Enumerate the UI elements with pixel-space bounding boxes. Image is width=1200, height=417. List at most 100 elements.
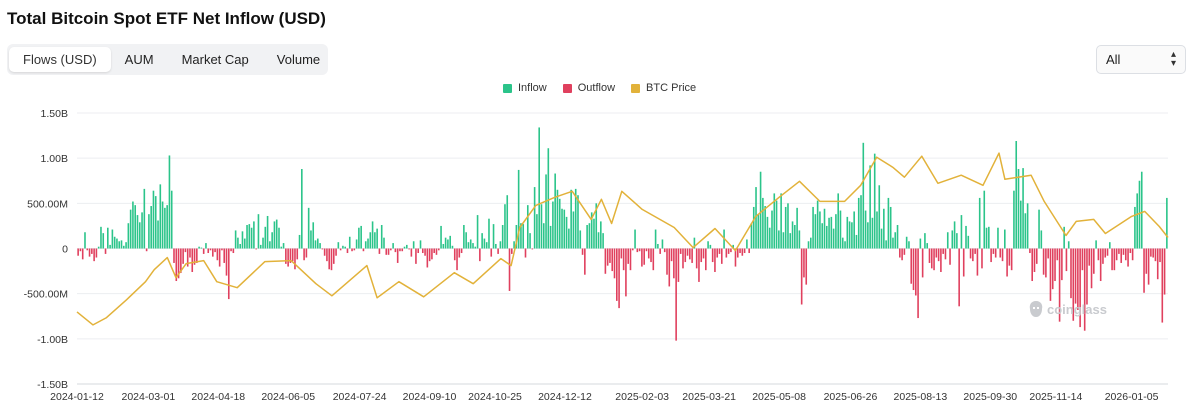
outflow-bar[interactable] bbox=[727, 248, 730, 254]
inflow-bar[interactable] bbox=[1140, 171, 1143, 249]
inflow-bar[interactable] bbox=[771, 210, 773, 249]
outflow-bar[interactable] bbox=[645, 248, 648, 252]
inflow-bar[interactable] bbox=[766, 216, 769, 249]
inflow-bar[interactable] bbox=[1038, 209, 1040, 249]
outflow-bar[interactable] bbox=[636, 248, 639, 253]
inflow-bar[interactable] bbox=[259, 244, 262, 249]
outflow-bar[interactable] bbox=[305, 248, 308, 258]
outflow-bar[interactable] bbox=[508, 248, 511, 291]
inflow-bar[interactable] bbox=[488, 218, 490, 249]
inflow-bar[interactable] bbox=[369, 232, 372, 249]
outflow-bar[interactable] bbox=[1143, 248, 1145, 293]
inflow-bar[interactable] bbox=[1095, 240, 1097, 249]
outflow-bar[interactable] bbox=[647, 248, 650, 259]
outflow-bar[interactable] bbox=[736, 248, 739, 258]
inflow-bar[interactable] bbox=[844, 241, 846, 249]
inflow-bar[interactable] bbox=[835, 214, 837, 249]
outflow-bar[interactable] bbox=[748, 248, 750, 254]
outflow-bar[interactable] bbox=[928, 248, 931, 263]
outflow-bar[interactable] bbox=[698, 248, 700, 282]
inflow-bar[interactable] bbox=[905, 236, 908, 249]
outflow-bar[interactable] bbox=[209, 248, 212, 251]
outflow-bar[interactable] bbox=[716, 248, 719, 258]
inflow-bar[interactable] bbox=[1015, 141, 1018, 249]
inflow-bar[interactable] bbox=[127, 223, 130, 249]
outflow-bar[interactable] bbox=[631, 248, 634, 251]
inflow-bar[interactable] bbox=[775, 200, 778, 249]
inflow-bar[interactable] bbox=[876, 211, 878, 249]
inflow-bar[interactable] bbox=[602, 233, 604, 249]
inflow-bar[interactable] bbox=[157, 220, 159, 249]
inflow-bar[interactable] bbox=[314, 240, 317, 249]
inflow-bar[interactable] bbox=[501, 225, 504, 249]
outflow-bar[interactable] bbox=[1104, 248, 1107, 258]
outflow-bar[interactable] bbox=[730, 248, 732, 253]
inflow-bar[interactable] bbox=[132, 201, 134, 249]
outflow-bar[interactable] bbox=[182, 248, 184, 264]
outflow-bar[interactable] bbox=[212, 248, 214, 257]
outflow-bar[interactable] bbox=[362, 248, 365, 252]
outflow-bar[interactable] bbox=[668, 248, 671, 287]
inflow-bar[interactable] bbox=[759, 171, 762, 249]
inflow-bar[interactable] bbox=[997, 227, 999, 249]
outflow-bar[interactable] bbox=[95, 248, 98, 258]
inflow-bar[interactable] bbox=[568, 228, 570, 249]
inflow-bar[interactable] bbox=[946, 232, 949, 249]
outflow-bar[interactable] bbox=[689, 248, 691, 260]
inflow-bar[interactable] bbox=[198, 246, 200, 249]
inflow-bar[interactable] bbox=[896, 225, 899, 249]
inflow-bar[interactable] bbox=[107, 227, 109, 249]
outflow-bar[interactable] bbox=[88, 248, 91, 257]
inflow-bar[interactable] bbox=[780, 193, 782, 249]
inflow-bar[interactable] bbox=[529, 233, 531, 249]
inflow-bar[interactable] bbox=[517, 169, 520, 249]
inflow-bar[interactable] bbox=[823, 208, 826, 249]
outflow-bar[interactable] bbox=[670, 248, 673, 262]
outflow-bar[interactable] bbox=[604, 248, 607, 274]
inflow-bar[interactable] bbox=[839, 210, 842, 249]
outflow-bar[interactable] bbox=[629, 248, 632, 271]
outflow-bar[interactable] bbox=[1074, 248, 1077, 304]
outflow-bar[interactable] bbox=[431, 248, 433, 260]
inflow-bar[interactable] bbox=[1026, 203, 1029, 249]
inflow-bar[interactable] bbox=[953, 221, 956, 249]
outflow-bar[interactable] bbox=[1129, 248, 1132, 254]
inflow-bar[interactable] bbox=[572, 211, 575, 249]
outflow-bar[interactable] bbox=[714, 248, 716, 272]
inflow-bar[interactable] bbox=[116, 238, 118, 249]
inflow-bar[interactable] bbox=[504, 204, 506, 249]
inflow-bar[interactable] bbox=[796, 207, 798, 249]
outflow-bar[interactable] bbox=[1029, 248, 1031, 254]
inflow-bar[interactable] bbox=[600, 221, 602, 249]
inflow-bar[interactable] bbox=[312, 222, 315, 249]
outflow-bar[interactable] bbox=[805, 248, 808, 285]
outflow-bar[interactable] bbox=[1008, 248, 1011, 266]
outflow-bar[interactable] bbox=[581, 248, 584, 255]
inflow-bar[interactable] bbox=[367, 238, 369, 249]
outflow-bar[interactable] bbox=[969, 248, 972, 259]
outflow-bar[interactable] bbox=[711, 248, 714, 263]
outflow-bar[interactable] bbox=[1127, 248, 1129, 267]
outflow-bar[interactable] bbox=[691, 248, 693, 263]
outflow-bar[interactable] bbox=[917, 248, 919, 319]
inflow-bar[interactable] bbox=[317, 238, 319, 249]
inflow-bar[interactable] bbox=[200, 247, 203, 249]
inflow-bar[interactable] bbox=[791, 221, 794, 249]
outflow-bar[interactable] bbox=[1070, 248, 1072, 299]
inflow-bar[interactable] bbox=[768, 227, 771, 249]
inflow-bar[interactable] bbox=[784, 206, 787, 249]
inflow-bar[interactable] bbox=[403, 246, 406, 249]
outflow-bar[interactable] bbox=[1118, 248, 1120, 254]
inflow-bar[interactable] bbox=[154, 196, 157, 249]
outflow-bar[interactable] bbox=[958, 248, 960, 307]
inflow-bar[interactable] bbox=[442, 243, 445, 249]
tab-market-cap[interactable]: Market Cap bbox=[181, 52, 249, 67]
outflow-bar[interactable] bbox=[949, 248, 951, 265]
outflow-bar[interactable] bbox=[296, 248, 299, 260]
outflow-bar[interactable] bbox=[230, 248, 232, 252]
outflow-bar[interactable] bbox=[1054, 248, 1056, 282]
outflow-bar[interactable] bbox=[216, 248, 219, 261]
outflow-bar[interactable] bbox=[627, 248, 630, 264]
inflow-bar[interactable] bbox=[561, 208, 563, 249]
inflow-bar[interactable] bbox=[595, 203, 598, 249]
